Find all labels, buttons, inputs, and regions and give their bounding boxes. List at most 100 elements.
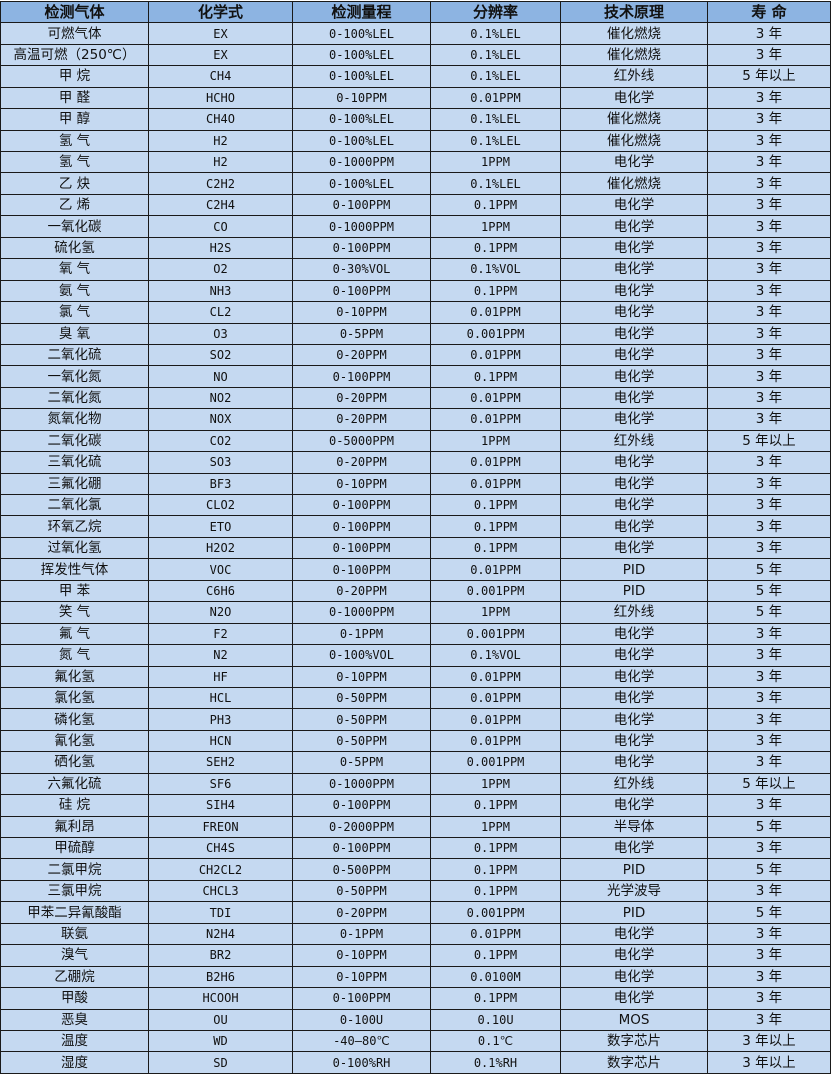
- table-row: 三氧化硫 SO3 0-20PPM 0.01PPM 电化学 3 年: [0, 451, 831, 474]
- cell-lifespan: 3 年: [707, 408, 831, 431]
- cell-lifespan: 3 年: [707, 1008, 831, 1031]
- cell-formula: CLO2: [148, 494, 293, 517]
- cell-resolution: 0.10U: [430, 1008, 561, 1031]
- header-range: 检测量程: [292, 0, 431, 24]
- cell-gas: 二氧化氮: [0, 386, 149, 410]
- cell-principle: 电化学: [560, 729, 708, 753]
- cell-gas: 乙 烯: [0, 193, 149, 217]
- cell-gas: 乙 炔: [0, 172, 149, 195]
- cell-gas: 高温可燃（250℃）: [0, 43, 149, 67]
- cell-range: 0-100%LEL: [292, 172, 431, 195]
- cell-gas: 氮氧化物: [0, 408, 149, 431]
- cell-principle: 电化学: [560, 343, 708, 367]
- cell-formula: CH4S: [148, 837, 293, 860]
- cell-gas: 氢 气: [0, 129, 149, 153]
- table-row: 一氧化碳 CO 0-1000PPM 1PPM 电化学 3 年: [0, 215, 831, 238]
- cell-formula: HCOOH: [148, 987, 293, 1010]
- cell-formula: CO2: [148, 429, 293, 453]
- table-row: 甲酸 HCOOH 0-100PPM 0.1PPM 电化学 3 年: [0, 987, 831, 1010]
- cell-principle: 数字芯片: [560, 1051, 708, 1074]
- cell-formula: NO: [148, 365, 293, 388]
- cell-range: 0-5PPM: [292, 322, 431, 345]
- cell-range: 0-5000PPM: [292, 429, 431, 453]
- cell-range: 0-20PPM: [292, 579, 431, 603]
- cell-formula: SD: [148, 1051, 293, 1074]
- cell-range: 0-20PPM: [292, 901, 431, 924]
- cell-resolution: 1PPM: [430, 215, 561, 238]
- cell-formula: H2: [148, 129, 293, 153]
- cell-resolution: 1PPM: [430, 151, 561, 174]
- cell-lifespan: 3 年: [707, 365, 831, 388]
- cell-resolution: 0.1PPM: [430, 858, 561, 881]
- cell-gas: 一氧化碳: [0, 215, 149, 238]
- cell-gas: 二氧化碳: [0, 429, 149, 453]
- cell-lifespan: 3 年: [707, 708, 831, 731]
- cell-resolution: 1PPM: [430, 815, 561, 839]
- cell-lifespan: 3 年: [707, 322, 831, 345]
- cell-gas: 甲 烷: [0, 65, 149, 88]
- cell-resolution: 1PPM: [430, 429, 561, 453]
- table-row: 恶臭 OU 0-100U 0.10U MOS 3 年: [0, 1008, 831, 1031]
- cell-formula: HF: [148, 665, 293, 688]
- cell-range: 0-50PPM: [292, 708, 431, 731]
- cell-resolution: 0.1PPM: [430, 193, 561, 217]
- cell-formula: F2: [148, 622, 293, 646]
- cell-range: 0-100PPM: [292, 515, 431, 538]
- cell-formula: CH4: [148, 65, 293, 88]
- cell-gas: 氟利昂: [0, 815, 149, 839]
- cell-range: 0-100%LEL: [292, 129, 431, 153]
- cell-formula: CH2CL2: [148, 858, 293, 881]
- cell-lifespan: 5 年: [707, 858, 831, 881]
- cell-lifespan: 3 年: [707, 494, 831, 517]
- cell-resolution: 0.01PPM: [430, 729, 561, 753]
- cell-range: 0-50PPM: [292, 686, 431, 710]
- cell-resolution: 0.01PPM: [430, 386, 561, 410]
- cell-resolution: 0.1%LEL: [430, 22, 561, 45]
- cell-formula: NOX: [148, 408, 293, 431]
- cell-resolution: 1PPM: [430, 601, 561, 624]
- cell-formula: HCL: [148, 686, 293, 710]
- cell-resolution: 0.1%LEL: [430, 172, 561, 195]
- cell-range: 0-100PPM: [292, 794, 431, 817]
- cell-lifespan: 3 年: [707, 451, 831, 474]
- cell-principle: 电化学: [560, 301, 708, 324]
- table-row: 氨 气 NH3 0-100PPM 0.1PPM 电化学 3 年: [0, 279, 831, 303]
- cell-gas: 甲酸: [0, 987, 149, 1010]
- table-row: 氟利昂 FREON 0-2000PPM 1PPM 半导体 5 年: [0, 815, 831, 839]
- table-row: 甲 苯 C6H6 0-20PPM 0.001PPM PID 5 年: [0, 579, 831, 603]
- table-row: 可燃气体 EX 0-100%LEL 0.1%LEL 催化燃烧 3 年: [0, 22, 831, 45]
- table-row: 乙 烯 C2H4 0-100PPM 0.1PPM 电化学 3 年: [0, 193, 831, 217]
- cell-gas: 可燃气体: [0, 22, 149, 45]
- cell-range: 0-100%LEL: [292, 65, 431, 88]
- cell-range: 0-5PPM: [292, 751, 431, 774]
- cell-range: 0-1000PPM: [292, 215, 431, 238]
- cell-gas: 氮 气: [0, 644, 149, 667]
- cell-resolution: 0.1%VOL: [430, 258, 561, 281]
- cell-lifespan: 5 年: [707, 901, 831, 924]
- cell-range: -40—80℃: [292, 1029, 431, 1053]
- cell-principle: 电化学: [560, 987, 708, 1010]
- cell-principle: 电化学: [560, 751, 708, 774]
- cell-resolution: 0.1PPM: [430, 279, 561, 303]
- cell-lifespan: 5 年以上: [707, 429, 831, 453]
- cell-lifespan: 3 年: [707, 922, 831, 946]
- cell-principle: 电化学: [560, 536, 708, 560]
- cell-formula: H2S: [148, 236, 293, 260]
- table-row: 环氧乙烷 ETO 0-100PPM 0.1PPM 电化学 3 年: [0, 515, 831, 538]
- cell-resolution: 0.01PPM: [430, 301, 561, 324]
- cell-range: 0-100PPM: [292, 558, 431, 581]
- cell-formula: CO: [148, 215, 293, 238]
- cell-range: 0-1PPM: [292, 622, 431, 646]
- cell-resolution: 0.01PPM: [430, 472, 561, 496]
- cell-gas: 二氧化氯: [0, 494, 149, 517]
- cell-principle: 半导体: [560, 815, 708, 839]
- cell-lifespan: 3 年以上: [707, 1029, 831, 1053]
- cell-resolution: 0.01PPM: [430, 408, 561, 431]
- cell-lifespan: 5 年以上: [707, 65, 831, 88]
- cell-formula: C2H4: [148, 193, 293, 217]
- cell-principle: 催化燃烧: [560, 43, 708, 67]
- cell-range: 0-10PPM: [292, 472, 431, 496]
- table-row: 高温可燃（250℃） EX 0-100%LEL 0.1%LEL 催化燃烧 3 年: [0, 43, 831, 67]
- cell-resolution: 0.01PPM: [430, 558, 561, 581]
- cell-range: 0-20PPM: [292, 343, 431, 367]
